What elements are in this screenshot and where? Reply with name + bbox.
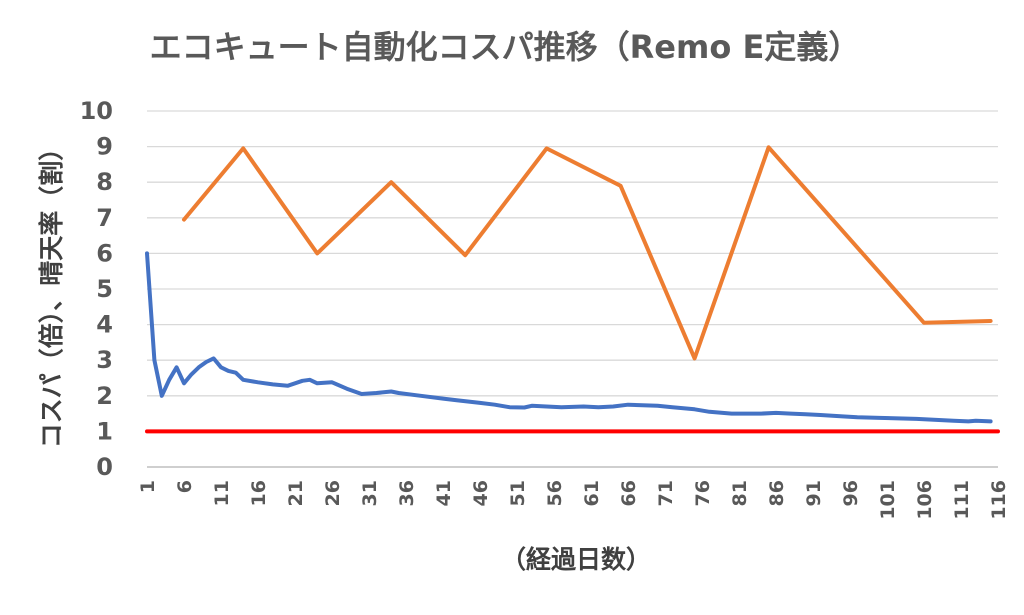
x-tick-label: 76 bbox=[692, 480, 714, 506]
x-axis-ticks: 1 6 11 16 21 26 31 36 41 46 51 56 61 66 71 76 81 86 91 96 10… bbox=[137, 480, 1010, 520]
series bbox=[145, 145, 1000, 434]
y-tick-label: 6 bbox=[96, 239, 113, 267]
x-tick-label: 101 bbox=[877, 480, 899, 520]
y-tick-label: 0 bbox=[96, 453, 113, 481]
x-tick-label: 91 bbox=[803, 480, 825, 506]
x-tick-label: 61 bbox=[581, 480, 603, 506]
y-tick-label: 8 bbox=[96, 168, 113, 196]
x-tick-label: 26 bbox=[322, 480, 344, 506]
series-line-sunny-rate bbox=[182, 145, 993, 361]
x-tick-label: 106 bbox=[914, 480, 936, 520]
x-tick-label: 46 bbox=[470, 480, 492, 506]
y-tick-label: 3 bbox=[96, 346, 113, 374]
x-tick-label: 116 bbox=[988, 480, 1010, 520]
x-tick-label: 6 bbox=[174, 480, 196, 493]
x-tick-label: 71 bbox=[655, 480, 677, 506]
x-tick-label: 81 bbox=[729, 480, 751, 506]
x-tick-label: 66 bbox=[618, 480, 640, 506]
y-tick-label: 7 bbox=[96, 204, 113, 232]
x-tick-label: 111 bbox=[951, 480, 973, 520]
gridlines bbox=[147, 110, 998, 468]
x-tick-label: 56 bbox=[544, 480, 566, 506]
x-tick-label: 86 bbox=[766, 480, 788, 506]
x-tick-label: 21 bbox=[285, 480, 307, 506]
x-axis-label: （経過日数） bbox=[501, 545, 651, 574]
y-tick-label: 10 bbox=[80, 97, 113, 125]
x-tick-label: 36 bbox=[396, 480, 418, 506]
x-tick-label: 51 bbox=[507, 480, 529, 506]
chart-title: エコキュート自動化コスパ推移（Remo E定義） bbox=[150, 28, 861, 66]
y-tick-label: 5 bbox=[96, 275, 113, 303]
y-axis-ticks: 0 1 2 3 4 5 6 7 8 9 10 bbox=[80, 97, 113, 481]
x-tick-label: 16 bbox=[248, 480, 270, 506]
y-tick-label: 2 bbox=[96, 382, 113, 410]
x-tick-label: 41 bbox=[433, 480, 455, 506]
x-tick-label: 96 bbox=[840, 480, 862, 506]
x-tick-label: 31 bbox=[359, 480, 381, 506]
y-axis-label: コスパ（倍）、晴天率（割） bbox=[37, 136, 66, 449]
y-tick-label: 9 bbox=[96, 133, 113, 161]
series-line-cospa bbox=[145, 251, 993, 424]
x-tick-label: 11 bbox=[211, 480, 233, 506]
y-tick-label: 1 bbox=[96, 417, 113, 445]
y-tick-label: 4 bbox=[96, 311, 113, 339]
x-tick-label: 1 bbox=[137, 480, 159, 493]
